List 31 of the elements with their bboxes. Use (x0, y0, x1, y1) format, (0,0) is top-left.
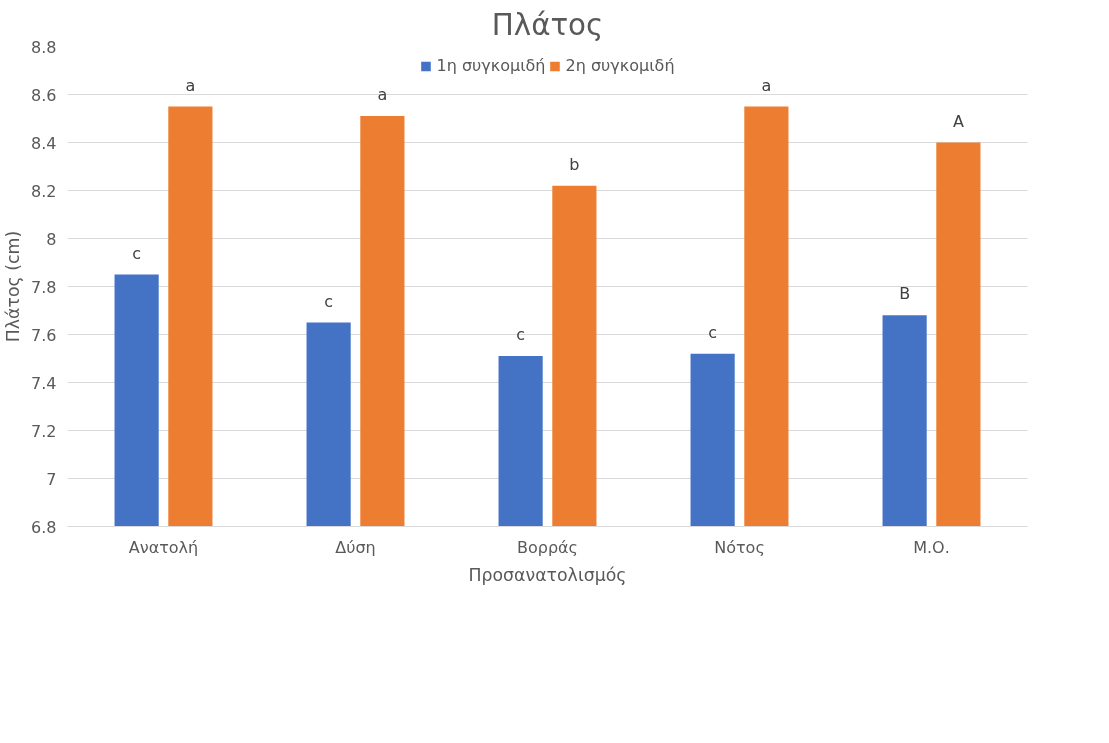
y-tick-label: 8.4 (31, 133, 57, 153)
x-tick-label: Μ.Ο. (913, 537, 950, 557)
y-tick-label: 7.4 (31, 373, 57, 393)
y-tick-label: 7.2 (31, 421, 57, 441)
y-axis-title: Πλάτος (cm) (3, 230, 24, 343)
annotation: a (185, 75, 196, 95)
annotation: a (761, 75, 772, 95)
annotation: A (952, 111, 964, 131)
y-tick-label: 8.2 (31, 181, 57, 201)
chart-title: Πλάτος (491, 7, 604, 42)
y-tick-label: 6.8 (31, 517, 57, 537)
annotation: c (708, 322, 718, 342)
y-tick-label: 7.6 (31, 325, 57, 345)
x-tick-label: Ανατολή (128, 537, 199, 557)
y-tick-label: 8.6 (31, 85, 57, 105)
x-axis-title: Προσανατολισμός (468, 564, 627, 585)
annotation: c (132, 243, 142, 263)
x-tick-label: Νότος (714, 537, 765, 557)
y-tick-label: 7 (46, 469, 57, 489)
annotation: c (516, 325, 526, 345)
annotation: c (324, 291, 334, 311)
annotation: b (569, 154, 580, 174)
annotation: a (377, 85, 388, 105)
annotation: B (899, 284, 911, 304)
y-tick-label: 8.8 (31, 37, 57, 57)
x-tick-label: Βορράς (516, 537, 579, 557)
y-tick-label: 8 (46, 229, 57, 249)
legend-label: 1η συγκομιδή (436, 56, 546, 75)
y-tick-label: 7.8 (31, 277, 57, 297)
x-tick-label: Δύση (335, 537, 376, 557)
legend-label: 2η συγκομιδή (565, 56, 675, 75)
